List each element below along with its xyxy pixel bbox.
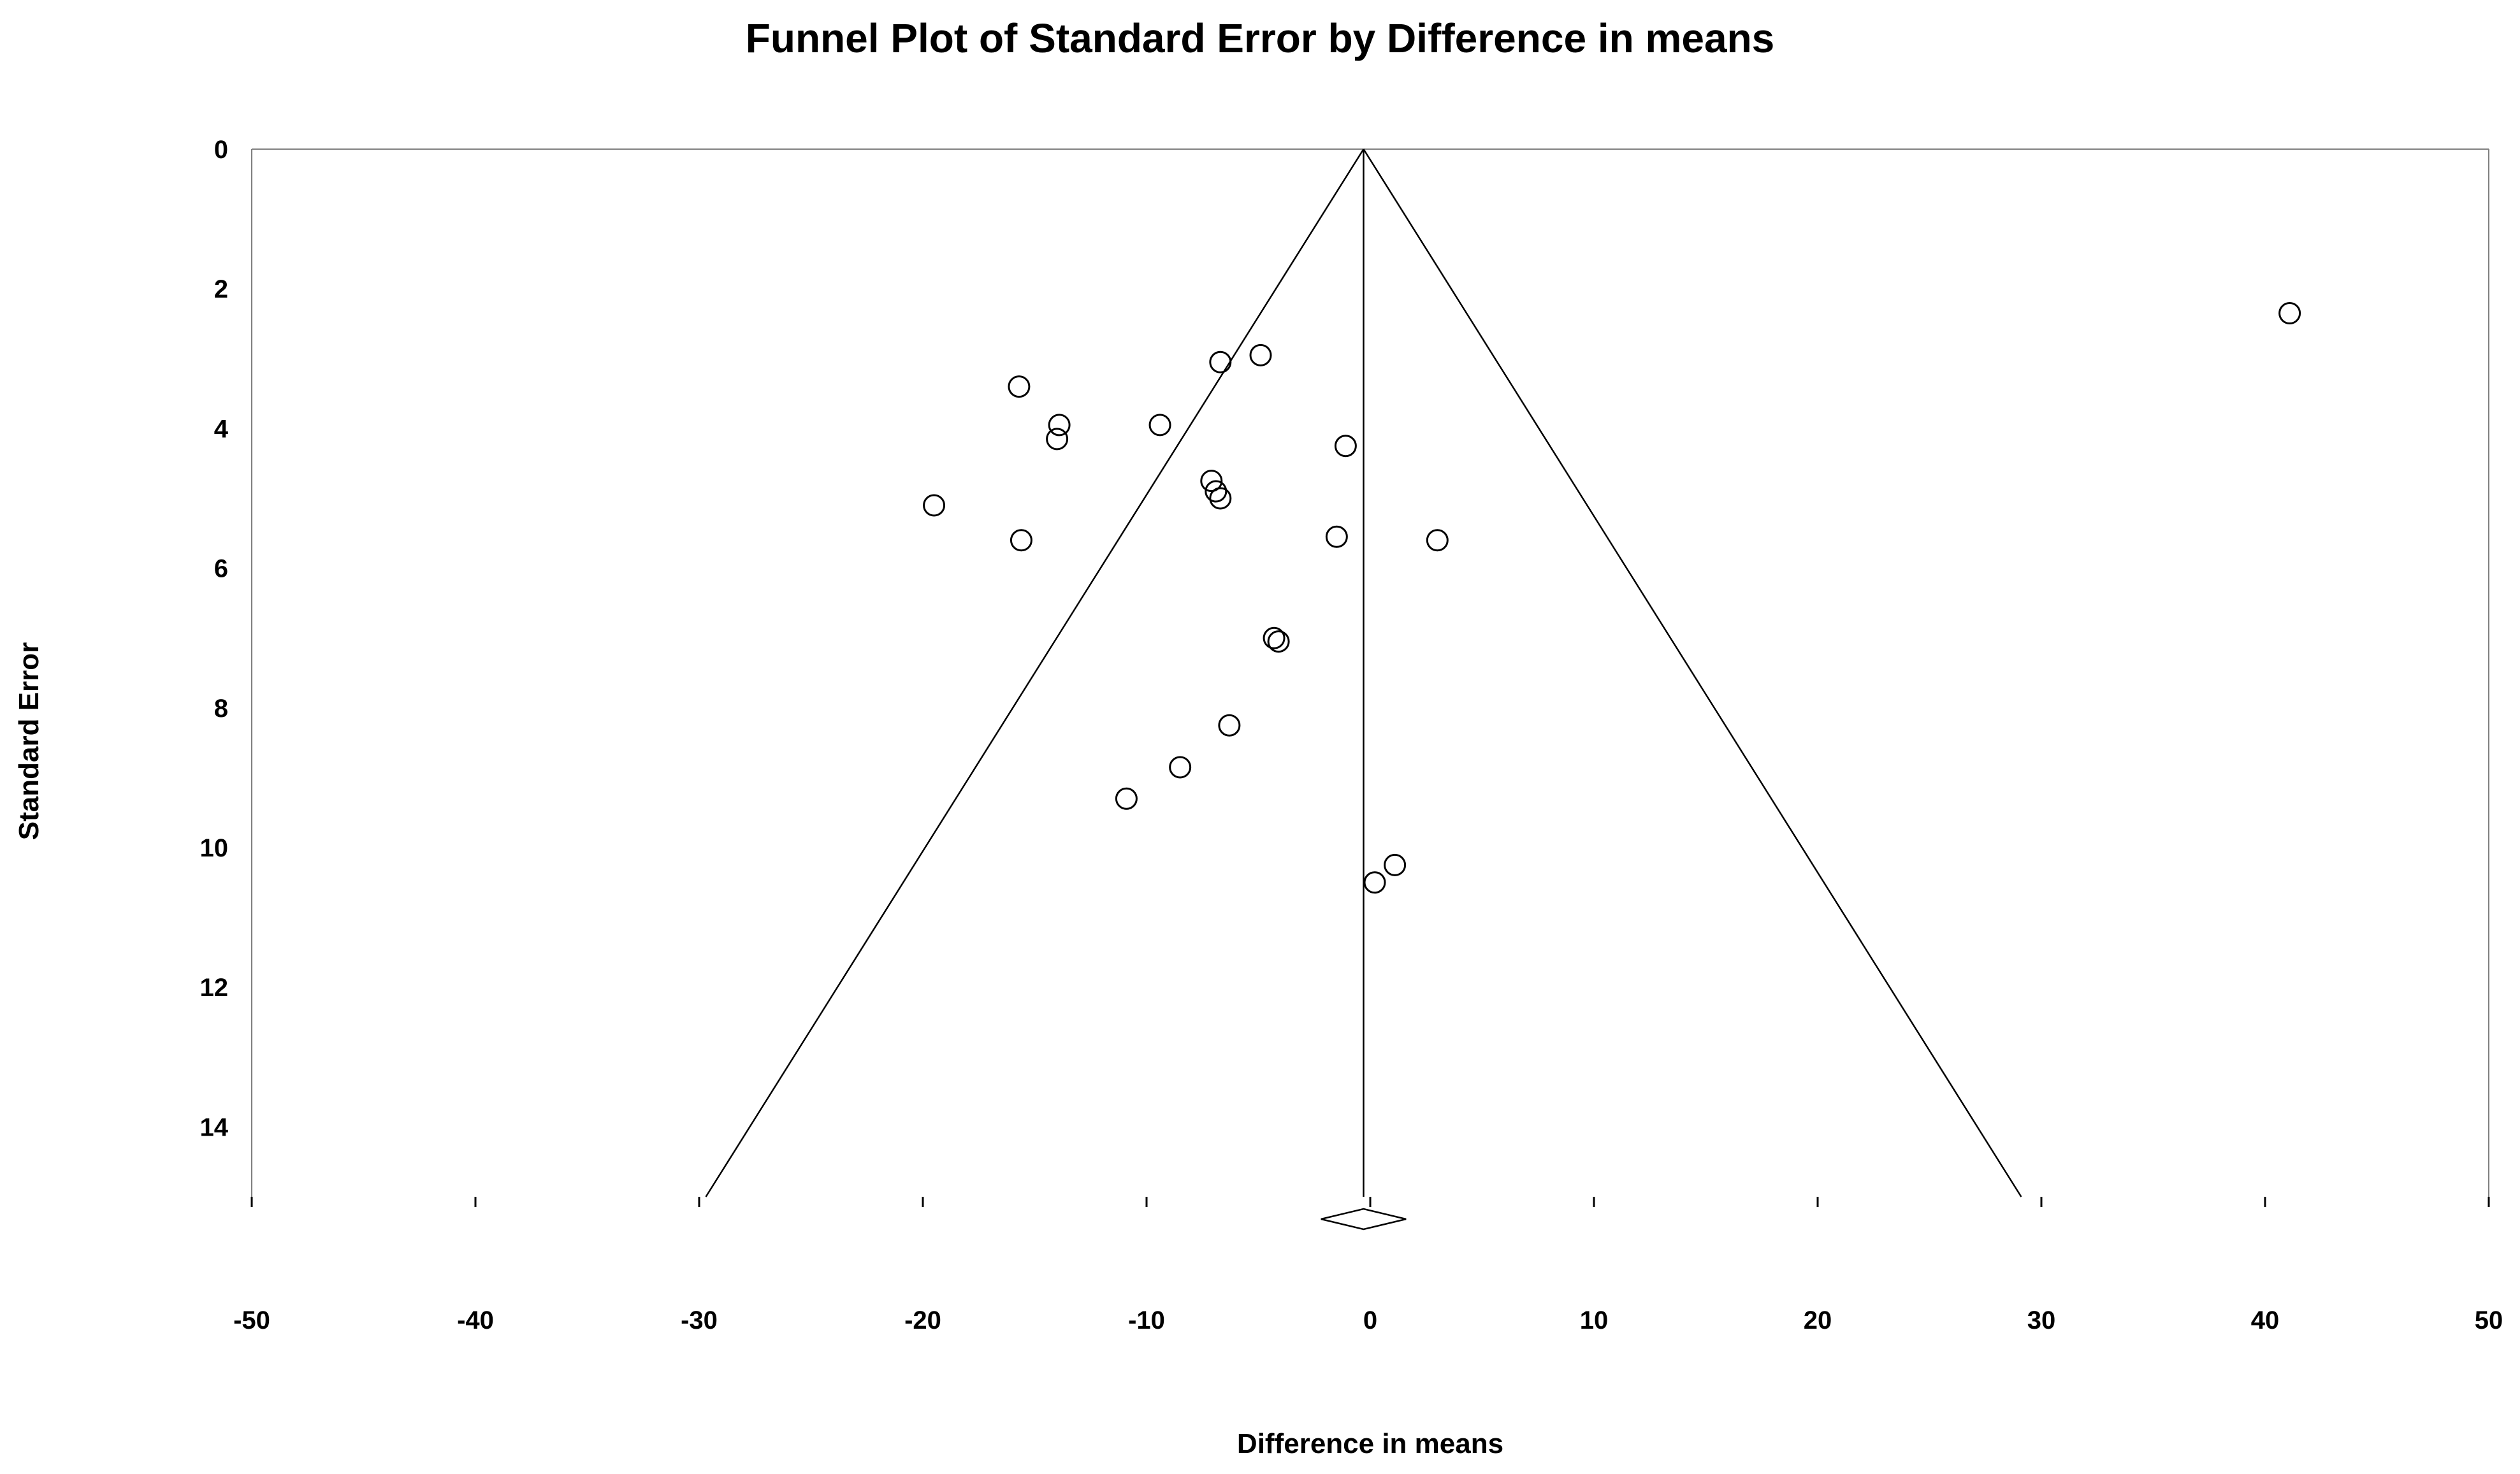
y-axis: 0 2 4 6 8 10 12 14 xyxy=(200,136,229,1141)
study-point xyxy=(1249,343,1272,366)
study-point xyxy=(1010,529,1032,552)
study-point xyxy=(1334,435,1357,458)
y-tick-label: 14 xyxy=(200,1113,229,1141)
y-tick-label: 12 xyxy=(200,974,229,1002)
summary-diamond-shape xyxy=(1321,1208,1407,1231)
study-point xyxy=(1263,626,1285,649)
y-tick-label: 6 xyxy=(214,555,228,583)
y-tick-label: 0 xyxy=(214,136,228,164)
y-tick-label: 4 xyxy=(214,415,229,443)
x-axis: -50 -40 -30 -20 -10 0 10 20 30 40 50 xyxy=(233,1197,2503,1334)
study-point xyxy=(1200,470,1223,493)
x-tick-label: 10 xyxy=(1580,1306,1609,1334)
study-point xyxy=(1048,414,1071,437)
study-point xyxy=(1115,787,1138,810)
x-tick-label: 50 xyxy=(2475,1306,2503,1334)
study-point xyxy=(923,494,946,517)
x-tick-label: 0 xyxy=(1363,1306,1377,1334)
study-point xyxy=(1384,853,1407,876)
study-point xyxy=(1363,871,1386,894)
x-tick-label: -50 xyxy=(233,1306,270,1334)
study-point xyxy=(1209,350,1232,373)
funnel-right-line xyxy=(1363,148,2022,1197)
x-axis-title: Difference in means xyxy=(1237,1428,1503,1459)
summary-diamond xyxy=(1321,1208,1407,1231)
study-point xyxy=(1267,630,1290,653)
study-point xyxy=(1205,480,1227,503)
x-tick-label: 30 xyxy=(2027,1306,2056,1334)
funnel-lines xyxy=(705,148,2022,1197)
x-tick-label: 40 xyxy=(2251,1306,2280,1334)
chart-title: Funnel Plot of Standard Error by Differe… xyxy=(746,15,1775,61)
study-point xyxy=(1169,756,1192,779)
y-axis-title: Standard Error xyxy=(13,642,45,841)
study-point xyxy=(1426,529,1449,552)
y-tick-label: 8 xyxy=(214,695,228,723)
study-point xyxy=(1008,375,1031,398)
data-points xyxy=(923,302,2301,894)
study-point xyxy=(1218,714,1241,737)
x-tick-label: -40 xyxy=(457,1306,494,1334)
x-tick-label: -20 xyxy=(904,1306,941,1334)
x-tick-label: -10 xyxy=(1128,1306,1165,1334)
plot-frame xyxy=(251,148,2489,1197)
x-tick-label: 20 xyxy=(1804,1306,1832,1334)
y-tick-label: 2 xyxy=(214,275,228,303)
study-point xyxy=(1046,428,1069,451)
study-point xyxy=(1148,414,1171,437)
funnel-left-line xyxy=(705,148,1365,1197)
x-tick-label: -30 xyxy=(681,1306,718,1334)
y-tick-label: 10 xyxy=(200,834,229,862)
study-point xyxy=(2278,302,2301,325)
study-point xyxy=(1209,487,1232,510)
study-point xyxy=(1325,525,1348,548)
